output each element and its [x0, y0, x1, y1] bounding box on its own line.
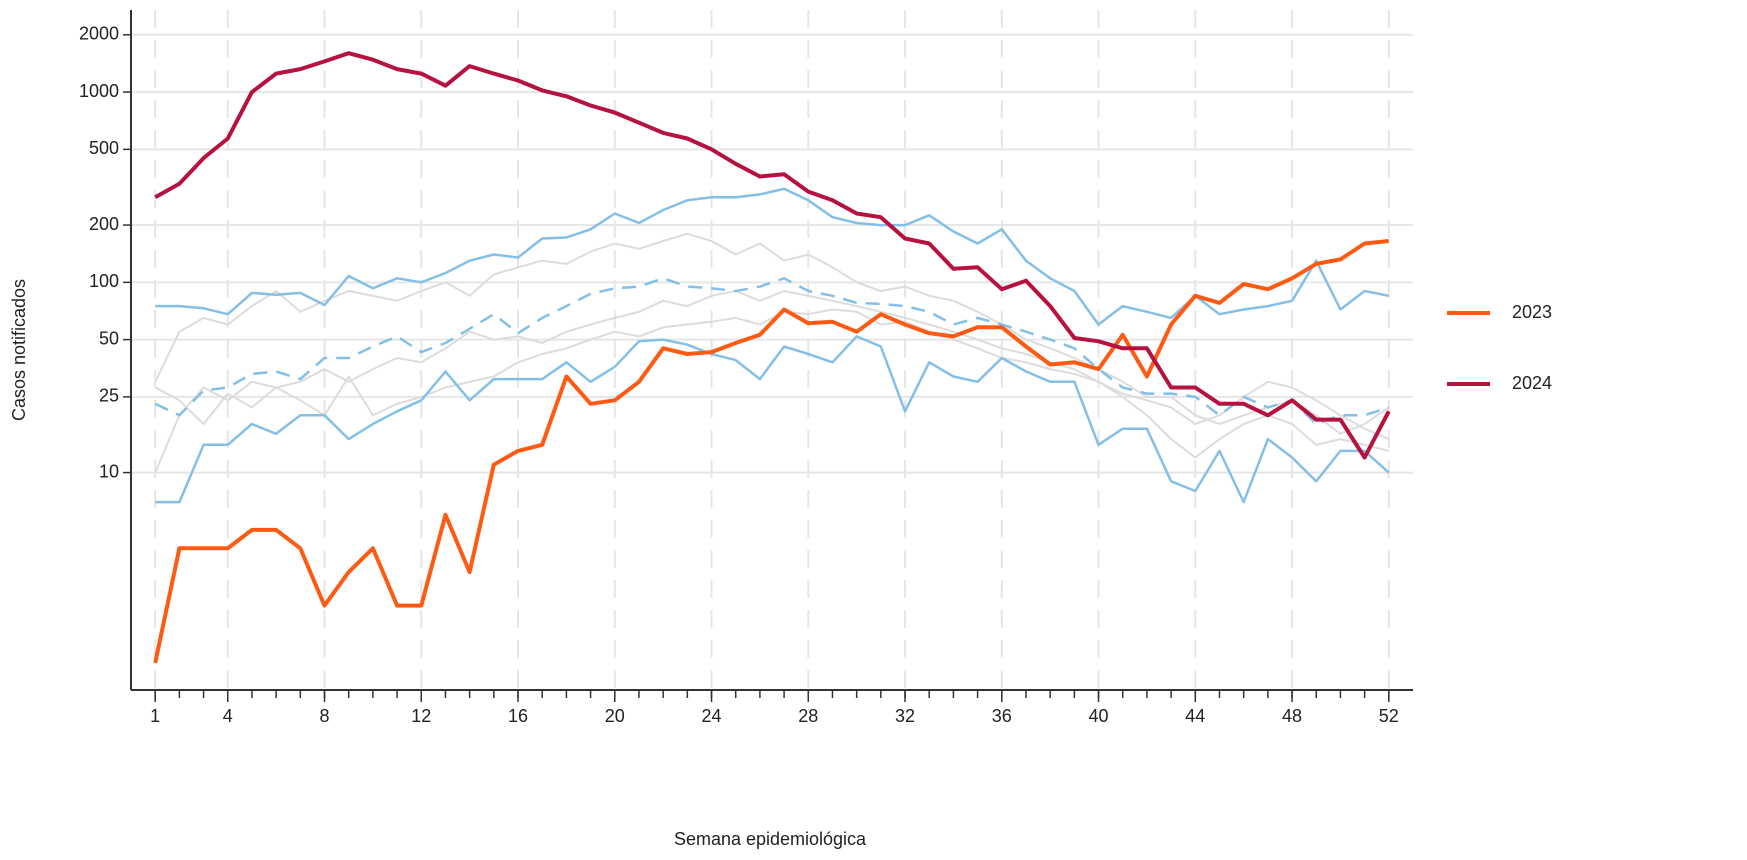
- x-tick-label: 8: [320, 706, 330, 726]
- series-line: [154, 308, 1390, 459]
- x-axis-label: Semana epidemiológica: [674, 829, 867, 849]
- x-tick-label: 40: [1089, 706, 1109, 726]
- y-axis-label: Casos notificados: [9, 279, 29, 421]
- x-tick-label: 20: [605, 706, 625, 726]
- x-tick-label: 16: [508, 706, 528, 726]
- x-tick-label: 48: [1282, 706, 1302, 726]
- y-tick-label: 1000: [79, 81, 119, 101]
- y-tick-label: 100: [89, 271, 119, 291]
- x-tick-label: 12: [411, 706, 431, 726]
- legend-label: 2024: [1512, 373, 1552, 393]
- x-tick-label: 1: [150, 706, 160, 726]
- x-tick-label: 4: [223, 706, 233, 726]
- series-line: [154, 290, 1390, 473]
- series-line: [155, 335, 1390, 504]
- y-tick-label: 50: [99, 328, 119, 348]
- series-line: [153, 239, 1390, 664]
- x-tick-label: 52: [1379, 706, 1399, 726]
- y-tick-label: 10: [99, 461, 119, 481]
- y-tick-label: 2000: [79, 24, 119, 44]
- legend-label: 2023: [1512, 302, 1552, 322]
- y-tick-label: 200: [89, 214, 119, 234]
- y-tick-label: 25: [99, 386, 119, 406]
- series-line: [154, 51, 1391, 460]
- x-tick-label: 24: [702, 706, 722, 726]
- x-tick-label: 36: [992, 706, 1012, 726]
- x-tick-label: 28: [798, 706, 818, 726]
- x-tick-label: 32: [895, 706, 915, 726]
- series-line: [154, 232, 1390, 435]
- x-tick-label: 44: [1185, 706, 1205, 726]
- series-line: [155, 187, 1390, 326]
- y-tick-label: 500: [89, 138, 119, 158]
- series-line: [154, 277, 1390, 426]
